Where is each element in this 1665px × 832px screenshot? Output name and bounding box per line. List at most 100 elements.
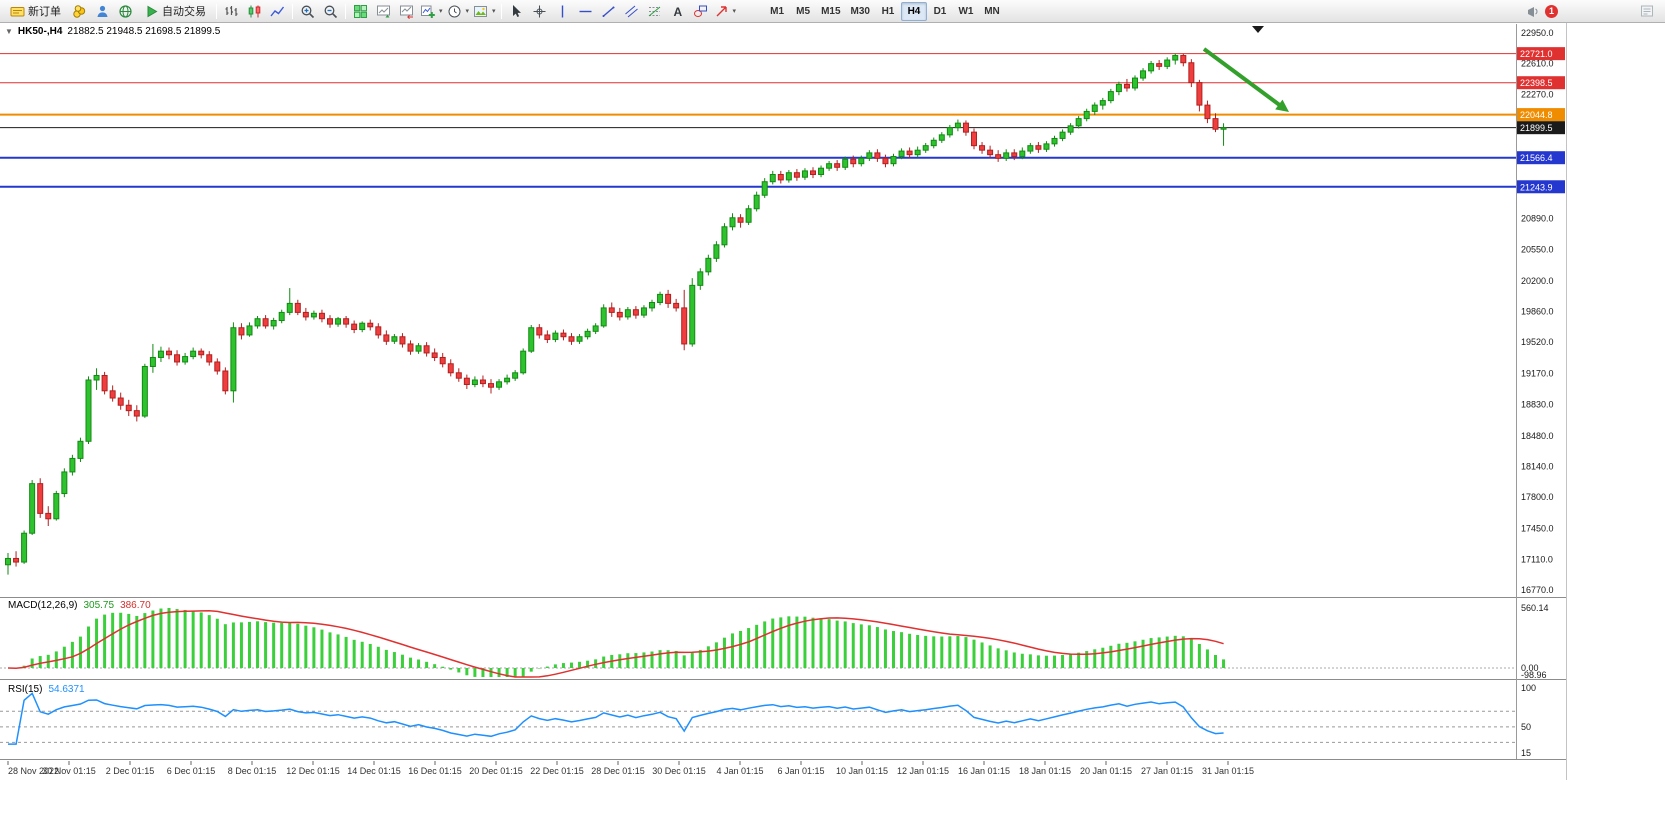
- axis-layer: 22950.0 22610.0 22270.0 20890.0 20550.0 20200…: [0, 23, 1567, 780]
- svg-text:15: 15: [1521, 748, 1531, 758]
- fibonacci-button[interactable]: [643, 1, 666, 21]
- autotrading-button[interactable]: 自动交易: [137, 1, 213, 21]
- svg-text:17110.0: 17110.0: [1521, 554, 1553, 564]
- bar-chart-button[interactable]: [220, 1, 243, 21]
- periods-button[interactable]: ▾: [445, 1, 472, 21]
- svg-text:16770.0: 16770.0: [1521, 585, 1554, 595]
- dropdown-caret-icon: ▾: [439, 8, 443, 15]
- candlestick-chart-button[interactable]: [243, 1, 266, 21]
- indicator-layer: [0, 608, 1516, 745]
- tile-windows-button[interactable]: [349, 1, 372, 21]
- svg-text:28 Dec 01:15: 28 Dec 01:15: [591, 766, 645, 776]
- timeframe-m5-button[interactable]: M5: [790, 2, 816, 21]
- zoom-out-button[interactable]: [319, 1, 342, 21]
- svg-text:12 Jan 01:15: 12 Jan 01:15: [897, 766, 949, 776]
- svg-text:50: 50: [1521, 722, 1531, 732]
- template-icon: [474, 5, 488, 17]
- svg-text:2 Dec 01:15: 2 Dec 01:15: [106, 766, 155, 776]
- autotrading-label: 自动交易: [162, 6, 206, 18]
- trend-arrow-annotation[interactable]: [1202, 47, 1289, 112]
- svg-text:20890.0: 20890.0: [1521, 214, 1554, 224]
- bar-chart-icon: [225, 5, 238, 16]
- toolbar-separator: [216, 3, 217, 19]
- channel-button[interactable]: [620, 1, 643, 21]
- chart-shift-button[interactable]: [395, 1, 418, 21]
- indicators-icon: [421, 5, 435, 18]
- timeframe-mn-button[interactable]: MN: [979, 2, 1005, 21]
- new-order-button[interactable]: 新订单: [3, 1, 68, 21]
- community-button[interactable]: [91, 1, 114, 21]
- svg-text:18480.0: 18480.0: [1521, 431, 1554, 441]
- toolbar-right: 1: [1526, 4, 1662, 19]
- horizontal-line-icon: [579, 10, 592, 12]
- shapes-button[interactable]: [689, 1, 712, 21]
- horizontal-line-button[interactable]: [574, 1, 597, 21]
- vertical-line-button[interactable]: [551, 1, 574, 21]
- svg-text:20550.0: 20550.0: [1521, 244, 1554, 254]
- svg-text:16 Jan 01:15: 16 Jan 01:15: [958, 766, 1010, 776]
- web-button[interactable]: [114, 1, 137, 21]
- hlines-layer[interactable]: [0, 53, 1516, 188]
- svg-text:8 Dec 01:15: 8 Dec 01:15: [228, 766, 277, 776]
- cursor-button[interactable]: [505, 1, 528, 21]
- arrow-tool-icon: [716, 5, 727, 16]
- timeframe-m15-button[interactable]: M15: [816, 2, 845, 21]
- timeframe-m30-button[interactable]: M30: [846, 2, 875, 21]
- zoom-in-icon: [301, 5, 315, 18]
- main-toolbar: 新订单 自动交易: [0, 0, 1665, 23]
- new-order-icon: [10, 6, 25, 16]
- zoom-out-icon: [324, 5, 338, 18]
- svg-text:20 Jan 01:15: 20 Jan 01:15: [1080, 766, 1132, 776]
- svg-text:17800.0: 17800.0: [1521, 492, 1554, 502]
- dropdown-caret-icon: ▾: [732, 8, 737, 15]
- templates-button[interactable]: ▾: [471, 1, 498, 21]
- coins-icon: [73, 4, 86, 18]
- new-order-label: 新订单: [28, 6, 61, 18]
- svg-text:19170.0: 19170.0: [1521, 369, 1554, 379]
- timeframe-w1-button[interactable]: W1: [953, 2, 979, 21]
- svg-text:-98.96: -98.96: [1521, 670, 1547, 680]
- toolbar-separator: [292, 3, 293, 19]
- arrows-button[interactable]: ▾: [712, 1, 739, 21]
- svg-text:22610.0: 22610.0: [1521, 59, 1554, 69]
- tile-windows-icon: [354, 4, 367, 18]
- timeframe-h4-button[interactable]: H4: [900, 1, 927, 21]
- svg-text:6 Dec 01:15: 6 Dec 01:15: [167, 766, 216, 776]
- timeframe-m1-button[interactable]: M1: [764, 2, 790, 21]
- svg-text:19520.0: 19520.0: [1521, 337, 1554, 347]
- svg-text:22398.5: 22398.5: [1520, 78, 1553, 88]
- news-icon[interactable]: [1526, 4, 1541, 19]
- globe-icon: [119, 4, 132, 18]
- channel-icon: [624, 5, 638, 17]
- trendline-button[interactable]: [597, 1, 620, 21]
- coins-button[interactable]: [68, 1, 91, 21]
- crosshair-button[interactable]: [528, 1, 551, 21]
- cursor-icon: [512, 4, 521, 17]
- notification-badge[interactable]: 1: [1545, 4, 1558, 18]
- svg-text:21243.9: 21243.9: [1520, 182, 1553, 192]
- trendline-icon: [602, 5, 615, 17]
- crosshair-icon: [533, 5, 546, 17]
- timeframe-h1-button[interactable]: H1: [875, 2, 901, 21]
- svg-text:16 Dec 01:15: 16 Dec 01:15: [408, 766, 462, 776]
- svg-text:4 Jan 01:15: 4 Jan 01:15: [716, 766, 763, 776]
- clock-icon: [448, 5, 461, 17]
- svg-text:10 Jan 01:15: 10 Jan 01:15: [836, 766, 888, 776]
- svg-text:30 Dec 01:15: 30 Dec 01:15: [652, 766, 706, 776]
- svg-text:22721.0: 22721.0: [1520, 49, 1553, 59]
- zoom-in-button[interactable]: [296, 1, 319, 21]
- text-tool-button[interactable]: A: [666, 1, 689, 21]
- indicators-button[interactable]: ▾: [418, 1, 445, 21]
- timeframe-d1-button[interactable]: D1: [927, 2, 953, 21]
- panel-icon[interactable]: [1640, 4, 1654, 18]
- svg-text:18830.0: 18830.0: [1521, 399, 1554, 409]
- svg-text:22044.8: 22044.8: [1520, 110, 1553, 120]
- svg-text:27 Jan 01:15: 27 Jan 01:15: [1141, 766, 1193, 776]
- svg-text:18140.0: 18140.0: [1521, 462, 1554, 472]
- line-chart-button[interactable]: [266, 1, 289, 21]
- svg-text:22 Dec 01:15: 22 Dec 01:15: [530, 766, 584, 776]
- toolbar-separator: [345, 3, 346, 19]
- auto-scroll-button[interactable]: [372, 1, 395, 21]
